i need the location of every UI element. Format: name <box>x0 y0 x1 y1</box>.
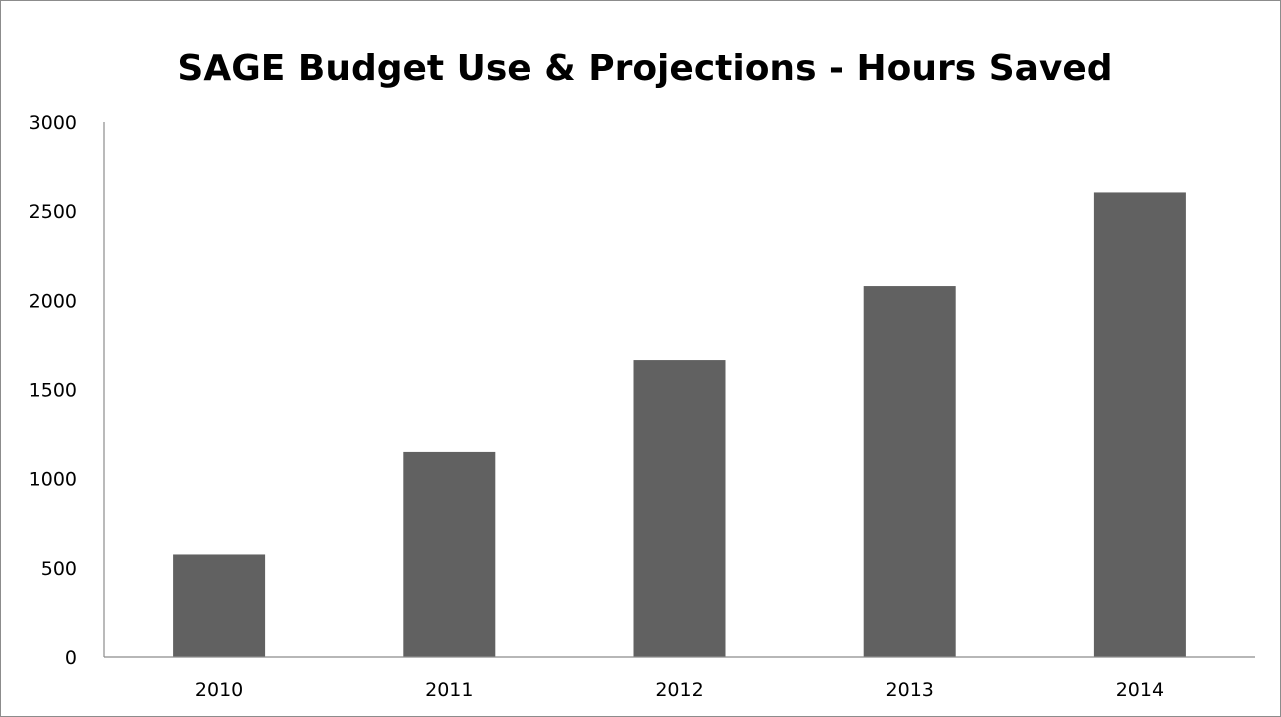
x-tick-label-2014: 2014 <box>1116 679 1164 701</box>
bar-2012 <box>633 360 726 657</box>
bar-2011 <box>403 451 496 657</box>
chart-title: SAGE Budget Use & Projections - Hours Sa… <box>177 48 1112 89</box>
y-tick-label-2000: 2000 <box>29 290 77 312</box>
bar-2014 <box>1093 192 1186 658</box>
x-tick-label-2011: 2011 <box>425 679 473 701</box>
axes <box>103 122 1255 658</box>
bar-2010 <box>173 554 266 657</box>
x-tick-label-2010: 2010 <box>195 679 243 701</box>
y-axis-tick-labels: 0 500 1000 1500 2000 2500 3000 <box>29 112 77 669</box>
x-tick-label-2012: 2012 <box>655 679 703 701</box>
x-axis-tick-labels: 2010 2011 2012 2013 2014 <box>195 679 1164 701</box>
y-tick-label-0: 0 <box>65 647 77 669</box>
y-tick-label-3000: 3000 <box>29 112 77 134</box>
bars <box>173 192 1186 658</box>
y-tick-label-1000: 1000 <box>29 469 77 491</box>
bar-2013 <box>863 286 956 657</box>
x-tick-label-2013: 2013 <box>886 679 934 701</box>
y-tick-label-500: 500 <box>41 558 77 580</box>
y-tick-label-1500: 1500 <box>29 380 77 402</box>
y-tick-label-2500: 2500 <box>29 201 77 223</box>
